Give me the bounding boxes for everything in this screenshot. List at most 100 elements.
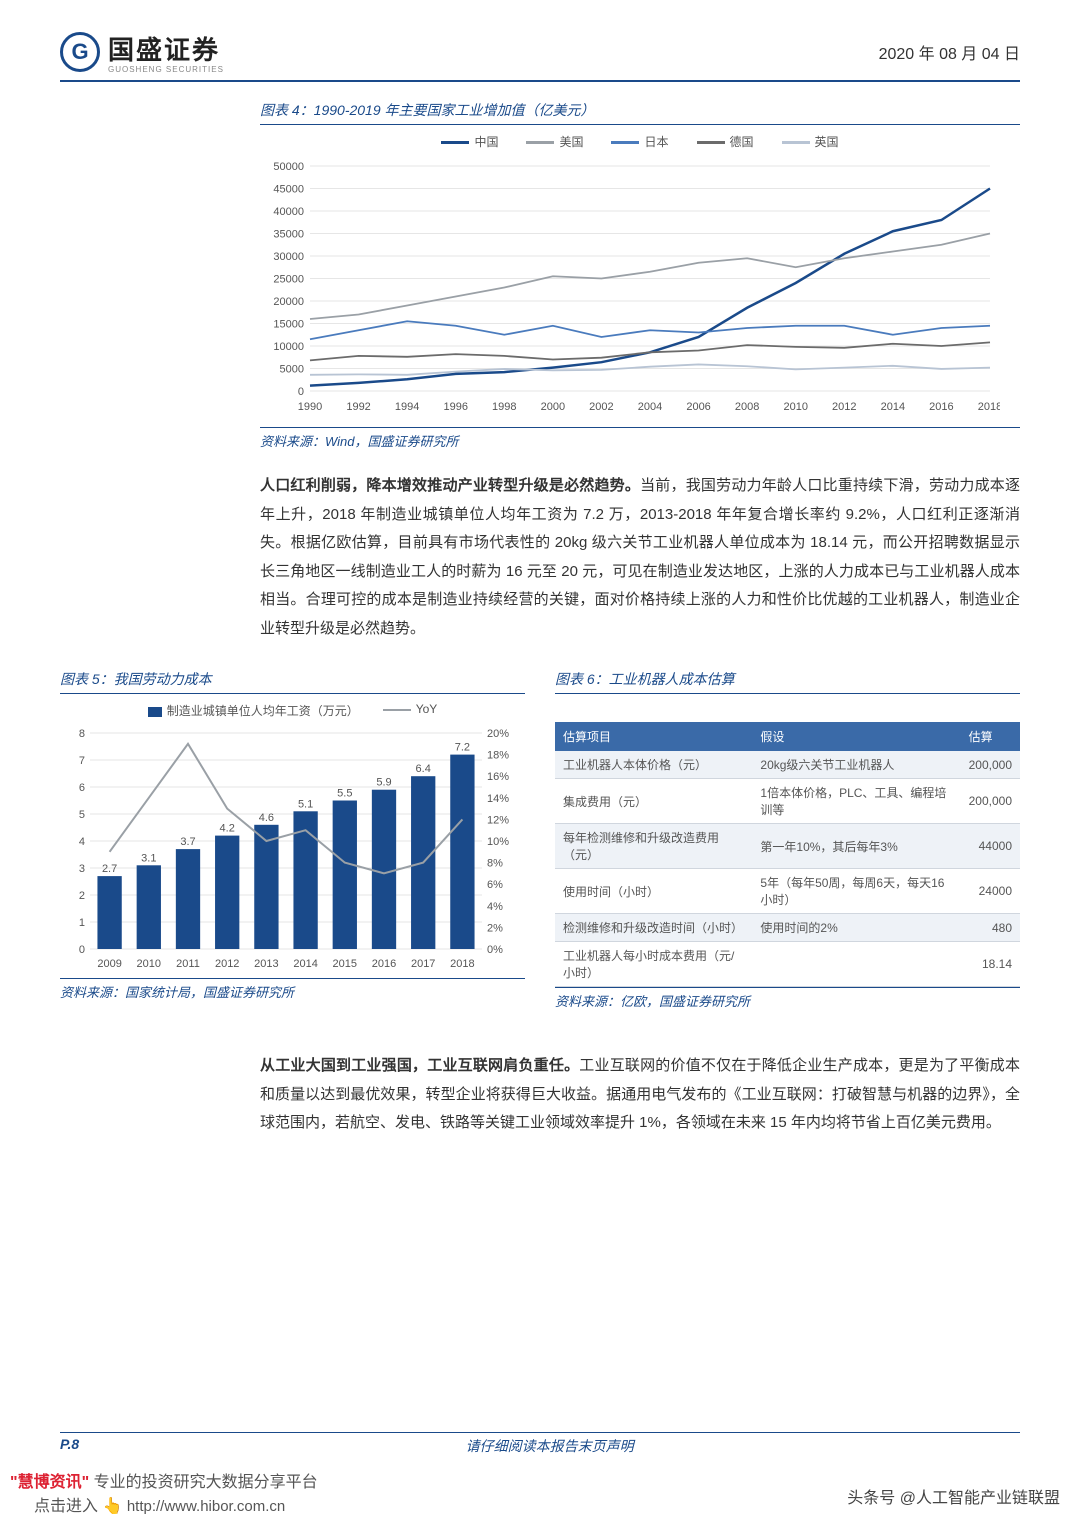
svg-text:7.2: 7.2 [455,742,470,754]
svg-text:4.6: 4.6 [259,812,274,824]
svg-text:2009: 2009 [97,958,121,970]
svg-text:35000: 35000 [273,229,304,241]
svg-text:1998: 1998 [492,401,516,413]
svg-text:2011: 2011 [176,958,200,970]
paragraph-1: 人口红利削弱，降本增效推动产业转型升级是必然趋势。当前，我国劳动力年龄人口比重持… [260,472,1020,643]
company-sub: GUOSHENG SECURITIES [108,65,224,74]
svg-text:5.9: 5.9 [376,777,391,789]
svg-text:6%: 6% [487,879,503,891]
legend-germany: 德国 [697,133,754,150]
svg-text:1994: 1994 [395,401,419,413]
svg-text:6.4: 6.4 [416,763,431,775]
company-name: 国盛证券 [108,30,224,67]
chart5-col: 图表 5：我国劳动力成本 制造业城镇单位人均年工资（万元） YoY 012345… [60,669,525,1032]
svg-text:20%: 20% [487,728,509,740]
svg-text:2010: 2010 [783,401,807,413]
svg-text:2014: 2014 [293,958,317,970]
svg-text:2004: 2004 [638,401,662,413]
report-date: 2020 年 08 月 04 日 [879,40,1020,64]
svg-text:1: 1 [79,917,85,929]
svg-text:10%: 10% [487,836,509,848]
svg-text:2014: 2014 [881,401,905,413]
chart6-source: 资料来源：亿欧，国盛证券研究所 [555,987,1020,1010]
svg-text:8%: 8% [487,858,503,870]
svg-text:1990: 1990 [298,401,322,413]
chart5-title: 图表 5：我国劳动力成本 [60,669,525,694]
svg-text:4: 4 [79,836,85,848]
svg-text:5000: 5000 [280,364,304,376]
svg-text:14%: 14% [487,793,509,805]
svg-text:2016: 2016 [372,958,396,970]
svg-text:0: 0 [79,944,85,956]
svg-text:2018: 2018 [450,958,474,970]
svg-text:10000: 10000 [273,341,304,353]
wm-slogan: 专业的投资研究大数据分享平台 [94,1474,318,1491]
svg-text:8: 8 [79,728,85,740]
svg-text:15000: 15000 [273,319,304,331]
wm-brand: "慧博资讯" [10,1474,89,1491]
svg-text:2%: 2% [487,922,503,934]
svg-text:2016: 2016 [929,401,953,413]
svg-text:2017: 2017 [411,958,435,970]
svg-text:2.7: 2.7 [102,863,117,875]
svg-text:2015: 2015 [333,958,357,970]
wm-url[interactable]: http://www.hibor.com.cn [127,1498,285,1515]
page-number: P.8 [60,1436,79,1456]
svg-text:20000: 20000 [273,296,304,308]
svg-text:2006: 2006 [686,401,710,413]
svg-text:2002: 2002 [589,401,613,413]
svg-text:5.5: 5.5 [337,788,352,800]
svg-text:2: 2 [79,890,85,902]
legend-us: 美国 [526,133,583,150]
paragraph-2: 从工业大国到工业强国，工业互联网肩负重任。工业互联网的价值不仅在于降低企业生产成… [260,1052,1020,1138]
chart5-source: 资料来源：国家统计局，国盛证券研究所 [60,978,525,1001]
svg-text:2000: 2000 [541,401,565,413]
para1-text: 当前，我国劳动力年龄人口比重持续下滑，劳动力成本逐年上升，2018 年制造业城镇… [260,477,1020,637]
svg-text:45000: 45000 [273,184,304,196]
chart4-svg: 0 5000 10000 15000 20000 25000 30000 35000 40000… [260,156,1000,416]
legend-china: 中国 [441,133,498,150]
attribution: 头条号 @人工智能产业链联盟 [847,1484,1060,1508]
svg-text:3.1: 3.1 [141,852,156,864]
svg-text:16%: 16% [487,771,509,783]
svg-text:2013: 2013 [254,958,278,970]
disclaimer: 请仔细阅读本报告末页声明 [466,1436,634,1456]
legend-japan: 日本 [611,133,668,150]
chart4-title: 图表 4：1990-2019 年主要国家工业增加值（亿美元） [260,100,1020,125]
chart5-svg: 0 1 2 3 4 5 6 7 8 0% 2% 4% 6% 8% 10% 12% 14% 16% 18% 20% 2.7… [60,723,520,973]
svg-text:5.1: 5.1 [298,798,313,810]
legend-uk: 英国 [782,133,839,150]
svg-text:7: 7 [79,755,85,767]
svg-text:1996: 1996 [443,401,467,413]
logo: G 国盛证券 GUOSHENG SECURITIES [60,30,224,74]
para1-bold: 人口红利削弱，降本增效推动产业转型升级是必然趋势。 [260,477,640,494]
svg-text:4%: 4% [487,901,503,913]
svg-text:4.2: 4.2 [220,823,235,835]
logo-mark: G [60,32,100,72]
svg-text:2012: 2012 [215,958,239,970]
svg-text:30000: 30000 [273,251,304,263]
page-header: G 国盛证券 GUOSHENG SECURITIES 2020 年 08 月 0… [60,30,1020,82]
wm-cta: 点击进入 [34,1498,98,1515]
svg-text:25000: 25000 [273,274,304,286]
svg-text:40000: 40000 [273,206,304,218]
chart6-col: 图表 6：工业机器人成本估算 估算项目假设估算工业机器人本体价格（元）20kg级… [555,669,1020,1032]
page-footer: P.8 请仔细阅读本报告末页声明 [60,1432,1020,1456]
svg-text:3: 3 [79,863,85,875]
svg-text:3.7: 3.7 [180,836,195,848]
svg-text:5: 5 [79,809,85,821]
svg-text:2018: 2018 [978,401,1000,413]
svg-text:18%: 18% [487,750,509,762]
chart4-source: 资料来源：Wind，国盛证券研究所 [260,427,1020,450]
svg-text:0%: 0% [487,944,503,956]
svg-text:2012: 2012 [832,401,856,413]
chart5-legend-bar: 制造业城镇单位人均年工资（万元） [148,702,359,719]
estimate-table: 估算项目假设估算工业机器人本体价格（元）20kg级六关节工业机器人200,000… [555,722,1020,987]
svg-text:2008: 2008 [735,401,759,413]
chart4: 中国 美国 日本 德国 英国 0 5000 10000 15000 20000 25000… [260,133,1020,421]
svg-text:2010: 2010 [137,958,161,970]
svg-text:0: 0 [298,386,304,398]
chart6-title: 图表 6：工业机器人成本估算 [555,669,1020,694]
svg-text:6: 6 [79,782,85,794]
svg-text:12%: 12% [487,814,509,826]
